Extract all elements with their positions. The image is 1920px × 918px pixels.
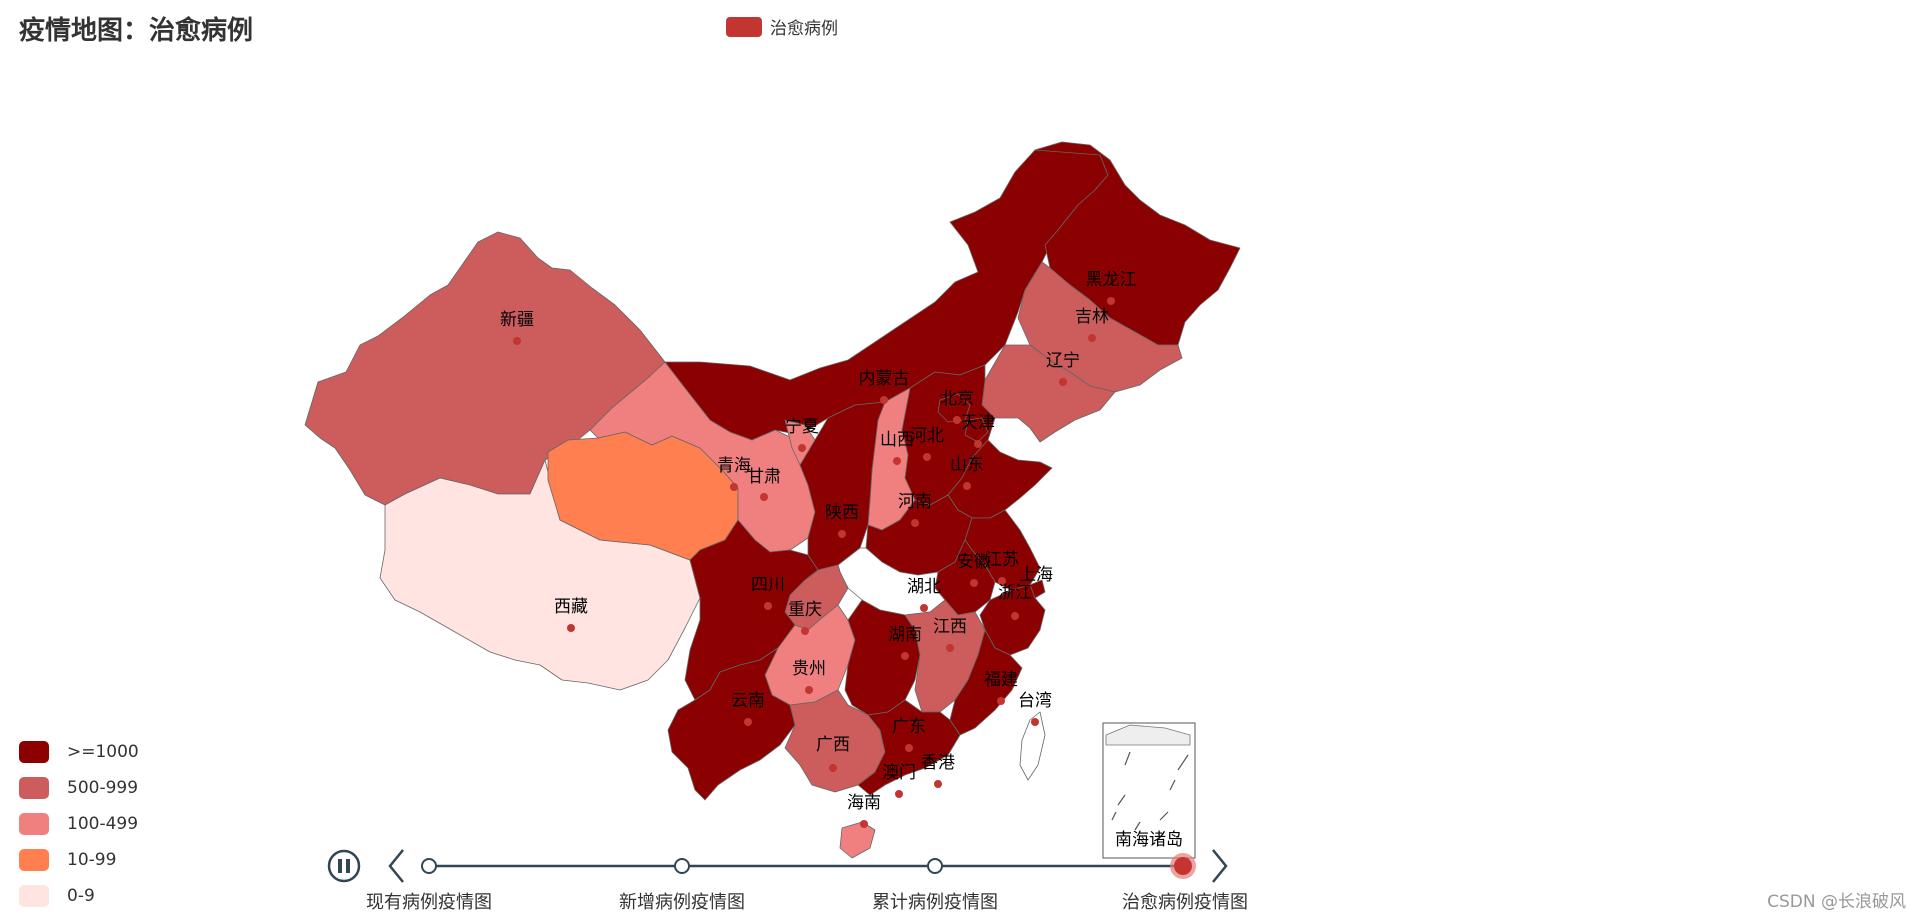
vm-swatch	[19, 813, 49, 835]
label-liaoning: 辽宁	[1046, 351, 1080, 371]
label-jiangsu: 江苏	[985, 550, 1019, 570]
legend-label: 治愈病例	[770, 19, 838, 39]
label-macau: 澳门	[882, 763, 916, 783]
region-zhejiang[interactable]	[979, 584, 1046, 656]
label-henan: 河南	[898, 492, 932, 512]
vm-label: 100-499	[67, 814, 139, 834]
label-tianjin: 天津	[961, 413, 995, 433]
label-hunan: 湖南	[888, 625, 922, 645]
label-shandong: 山东	[950, 455, 984, 475]
vm-item[interactable]: 10-99	[19, 842, 139, 878]
label-guizhou: 贵州	[792, 659, 826, 679]
vm-swatch	[19, 885, 49, 907]
label-beijing: 北京	[940, 389, 974, 409]
legend-swatch	[726, 16, 762, 37]
label-shanghai: 上海	[1019, 565, 1053, 585]
vm-item[interactable]: >=1000	[19, 734, 139, 770]
watermark: CSDN @长浪破风	[1767, 892, 1906, 912]
label-heilongjiang: 黑龙江	[1086, 270, 1137, 290]
label-neimenggu: 内蒙古	[859, 369, 910, 389]
vm-label: 500-999	[67, 778, 139, 798]
next-arrow-icon[interactable]	[1212, 849, 1228, 883]
timeline	[327, 849, 1228, 883]
label-hebei: 河北	[910, 426, 944, 446]
region-heilongjiang[interactable]	[1034, 141, 1241, 346]
vm-swatch	[19, 777, 49, 799]
label-guangxi: 广西	[816, 735, 850, 755]
label-jiangxi: 江西	[933, 617, 967, 637]
region-hainan[interactable]	[839, 821, 876, 859]
region-sichuan[interactable]	[684, 519, 819, 701]
label-taiwan: 台湾	[1018, 691, 1052, 711]
label-zhejiang: 浙江	[998, 583, 1032, 603]
timeline-node-2[interactable]	[927, 858, 943, 874]
chart-title: 疫情地图：治愈病例	[19, 16, 254, 46]
south-china-sea-inset: 南海诸岛	[1102, 722, 1196, 859]
label-sichuan: 四川	[751, 575, 785, 595]
vm-label: 0-9	[67, 886, 95, 906]
label-ningxia: 宁夏	[785, 417, 819, 437]
label-qinghai: 青海	[717, 456, 751, 476]
label-gansu: 甘肃	[747, 467, 781, 487]
label-anhui: 安徽	[957, 552, 991, 572]
region-taiwan[interactable]	[1019, 711, 1046, 781]
inset-label: 南海诸岛	[1115, 830, 1183, 850]
timeline-label-0[interactable]: 现有病例疫情图	[366, 892, 492, 913]
label-hubei: 湖北	[907, 577, 941, 597]
timeline-label-2[interactable]: 累计病例疫情图	[872, 892, 998, 913]
vm-item[interactable]: 100-499	[19, 806, 139, 842]
label-guangdong: 广东	[892, 717, 926, 737]
vm-label: 10-99	[67, 850, 117, 870]
timeline-node-0[interactable]	[421, 858, 437, 874]
vm-item[interactable]: 500-999	[19, 770, 139, 806]
timeline-label-1[interactable]: 新增病例疫情图	[619, 892, 745, 913]
label-hongkong: 香港	[921, 753, 955, 773]
region-tianjin[interactable]	[964, 417, 989, 443]
pause-icon[interactable]	[327, 849, 361, 883]
vm-swatch	[19, 741, 49, 763]
label-fujian: 福建	[984, 670, 1018, 690]
label-xinjiang: 新疆	[500, 310, 534, 330]
vm-label: >=1000	[67, 742, 139, 762]
label-yunnan: 云南	[731, 691, 765, 711]
label-hainan: 海南	[847, 793, 881, 813]
timeline-node-current[interactable]	[1174, 857, 1192, 875]
region-beijing[interactable]	[937, 393, 971, 423]
series-legend[interactable]: 治愈病例	[726, 14, 838, 39]
label-jilin: 吉林	[1075, 307, 1109, 327]
timeline-label-3[interactable]: 治愈病例疫情图	[1122, 892, 1248, 913]
timeline-node-1[interactable]	[674, 858, 690, 874]
vm-swatch	[19, 849, 49, 871]
region-fujian[interactable]	[949, 629, 1023, 736]
label-chongqing: 重庆	[788, 600, 822, 620]
label-shaanxi: 陕西	[825, 503, 859, 523]
region-xizang[interactable]	[379, 459, 701, 691]
label-xizang: 西藏	[554, 597, 588, 617]
prev-arrow-icon[interactable]	[388, 849, 404, 883]
visual-map-legend: >=1000 500-999 100-499 10-99 0-9	[19, 734, 139, 914]
region-yunnan[interactable]	[667, 647, 796, 801]
vm-item[interactable]: 0-9	[19, 878, 139, 914]
province-labels: 新疆 西藏 青海 甘肃 内蒙古 宁夏 陕西 山西 四川 重庆 云南 贵州 广西 …	[500, 270, 1137, 828]
label-shanxi: 山西	[880, 430, 914, 450]
